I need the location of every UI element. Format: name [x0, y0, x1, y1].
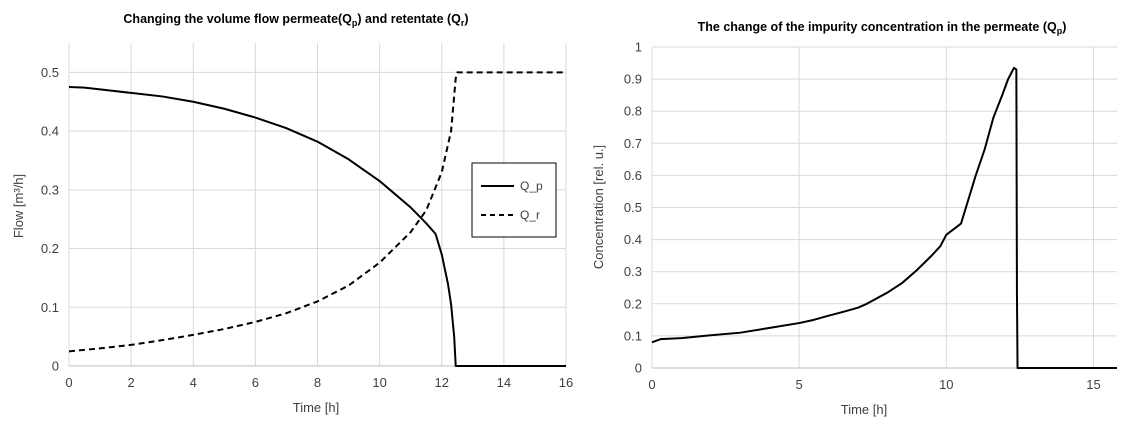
chart1-xtick-label-1: 2: [128, 375, 135, 390]
chart2-ytick-label-0: 0: [635, 361, 642, 376]
chart2-ytick-label-9: 0.9: [624, 72, 642, 87]
chart1-xtick-label-6: 12: [435, 375, 449, 390]
chart2-xtick-label-1: 5: [796, 377, 803, 392]
chart1-title-part1: Changing the volume flow permeate(Q: [123, 12, 352, 26]
chart2-series-0-line: [651, 66, 1117, 369]
chart2-ylabel: Concentration [rel. u.]: [591, 145, 606, 269]
chart2-ytick-label-8: 0.8: [624, 104, 642, 119]
chart2-ytick-label-5: 0.5: [624, 200, 642, 215]
chart1-ylabel: Flow [m³/h]: [11, 174, 26, 238]
chart2-title-sub1: p: [1057, 26, 1063, 36]
chart2-ytick-label-3: 0.3: [624, 264, 642, 279]
chart2-xtick-label-2: 10: [939, 377, 953, 392]
chart2-xtick-label-3: 15: [1086, 377, 1100, 392]
chart2-xtick-label-0: 0: [648, 377, 655, 392]
chart1-ytick-label-1: 0.1: [41, 300, 59, 315]
chart1-xtick-label-2: 4: [190, 375, 197, 390]
legend-label-qp: Q_p: [520, 179, 543, 193]
chart1-xtick-label-3: 6: [252, 375, 259, 390]
chart1-ytick-label-2: 0.2: [41, 241, 59, 256]
chart2-ytick-label-6: 0.6: [624, 168, 642, 183]
chart2-ytick-label-4: 0.4: [624, 232, 642, 247]
chart1-title-sub2: r: [461, 18, 465, 28]
chart1-ytick-label-5: 0.5: [41, 65, 59, 80]
chart1-ytick-label-3: 0.3: [41, 182, 59, 197]
chart1-legend: Q_p Q_r: [471, 162, 557, 238]
chart2-ytick-label-1: 0.1: [624, 328, 642, 343]
legend-box: [471, 162, 557, 238]
legend-label-qr: Q_r: [520, 208, 540, 222]
chart1-xtick-label-8: 16: [559, 375, 573, 390]
chart2-title-part1: The change of the impurity concentration…: [698, 20, 1057, 34]
chart1-title: Changing the volume flow permeate(Qp) an…: [123, 12, 468, 28]
chart1-xtick-label-5: 10: [372, 375, 386, 390]
chart1-xlabel: Time [h]: [293, 400, 339, 415]
chart1-xtick-label-4: 8: [314, 375, 321, 390]
chart2-plot-area: 0 5 10 15 0 0.1 0.2 0.3 0.4 0.5 0.6 0.7 0.8 0.9 1: [624, 40, 1117, 392]
chart1-series-q-p-line: [68, 86, 566, 367]
chart1-ytick-label-0: 0: [52, 359, 59, 374]
chart1-xtick-label-0: 0: [65, 375, 72, 390]
chart2-ytick-label-2: 0.2: [624, 296, 642, 311]
chart1-title-sub1: p: [352, 18, 358, 28]
chart1-title-part3: ): [464, 12, 468, 26]
chart1-series-q-r-line: [68, 71, 566, 353]
chart2-ytick-label-10: 1: [635, 40, 642, 55]
chart2-xlabel: Time [h]: [841, 402, 887, 417]
chart1-xtick-label-7: 14: [497, 375, 511, 390]
chart2-title: The change of the impurity concentration…: [698, 20, 1067, 36]
chart2-title-part2: ): [1062, 20, 1066, 34]
chart2-ytick-label-7: 0.7: [624, 136, 642, 151]
chart1-title-part2: ) and retentate (Q: [357, 12, 461, 26]
chart1-ytick-label-4: 0.4: [41, 124, 59, 139]
